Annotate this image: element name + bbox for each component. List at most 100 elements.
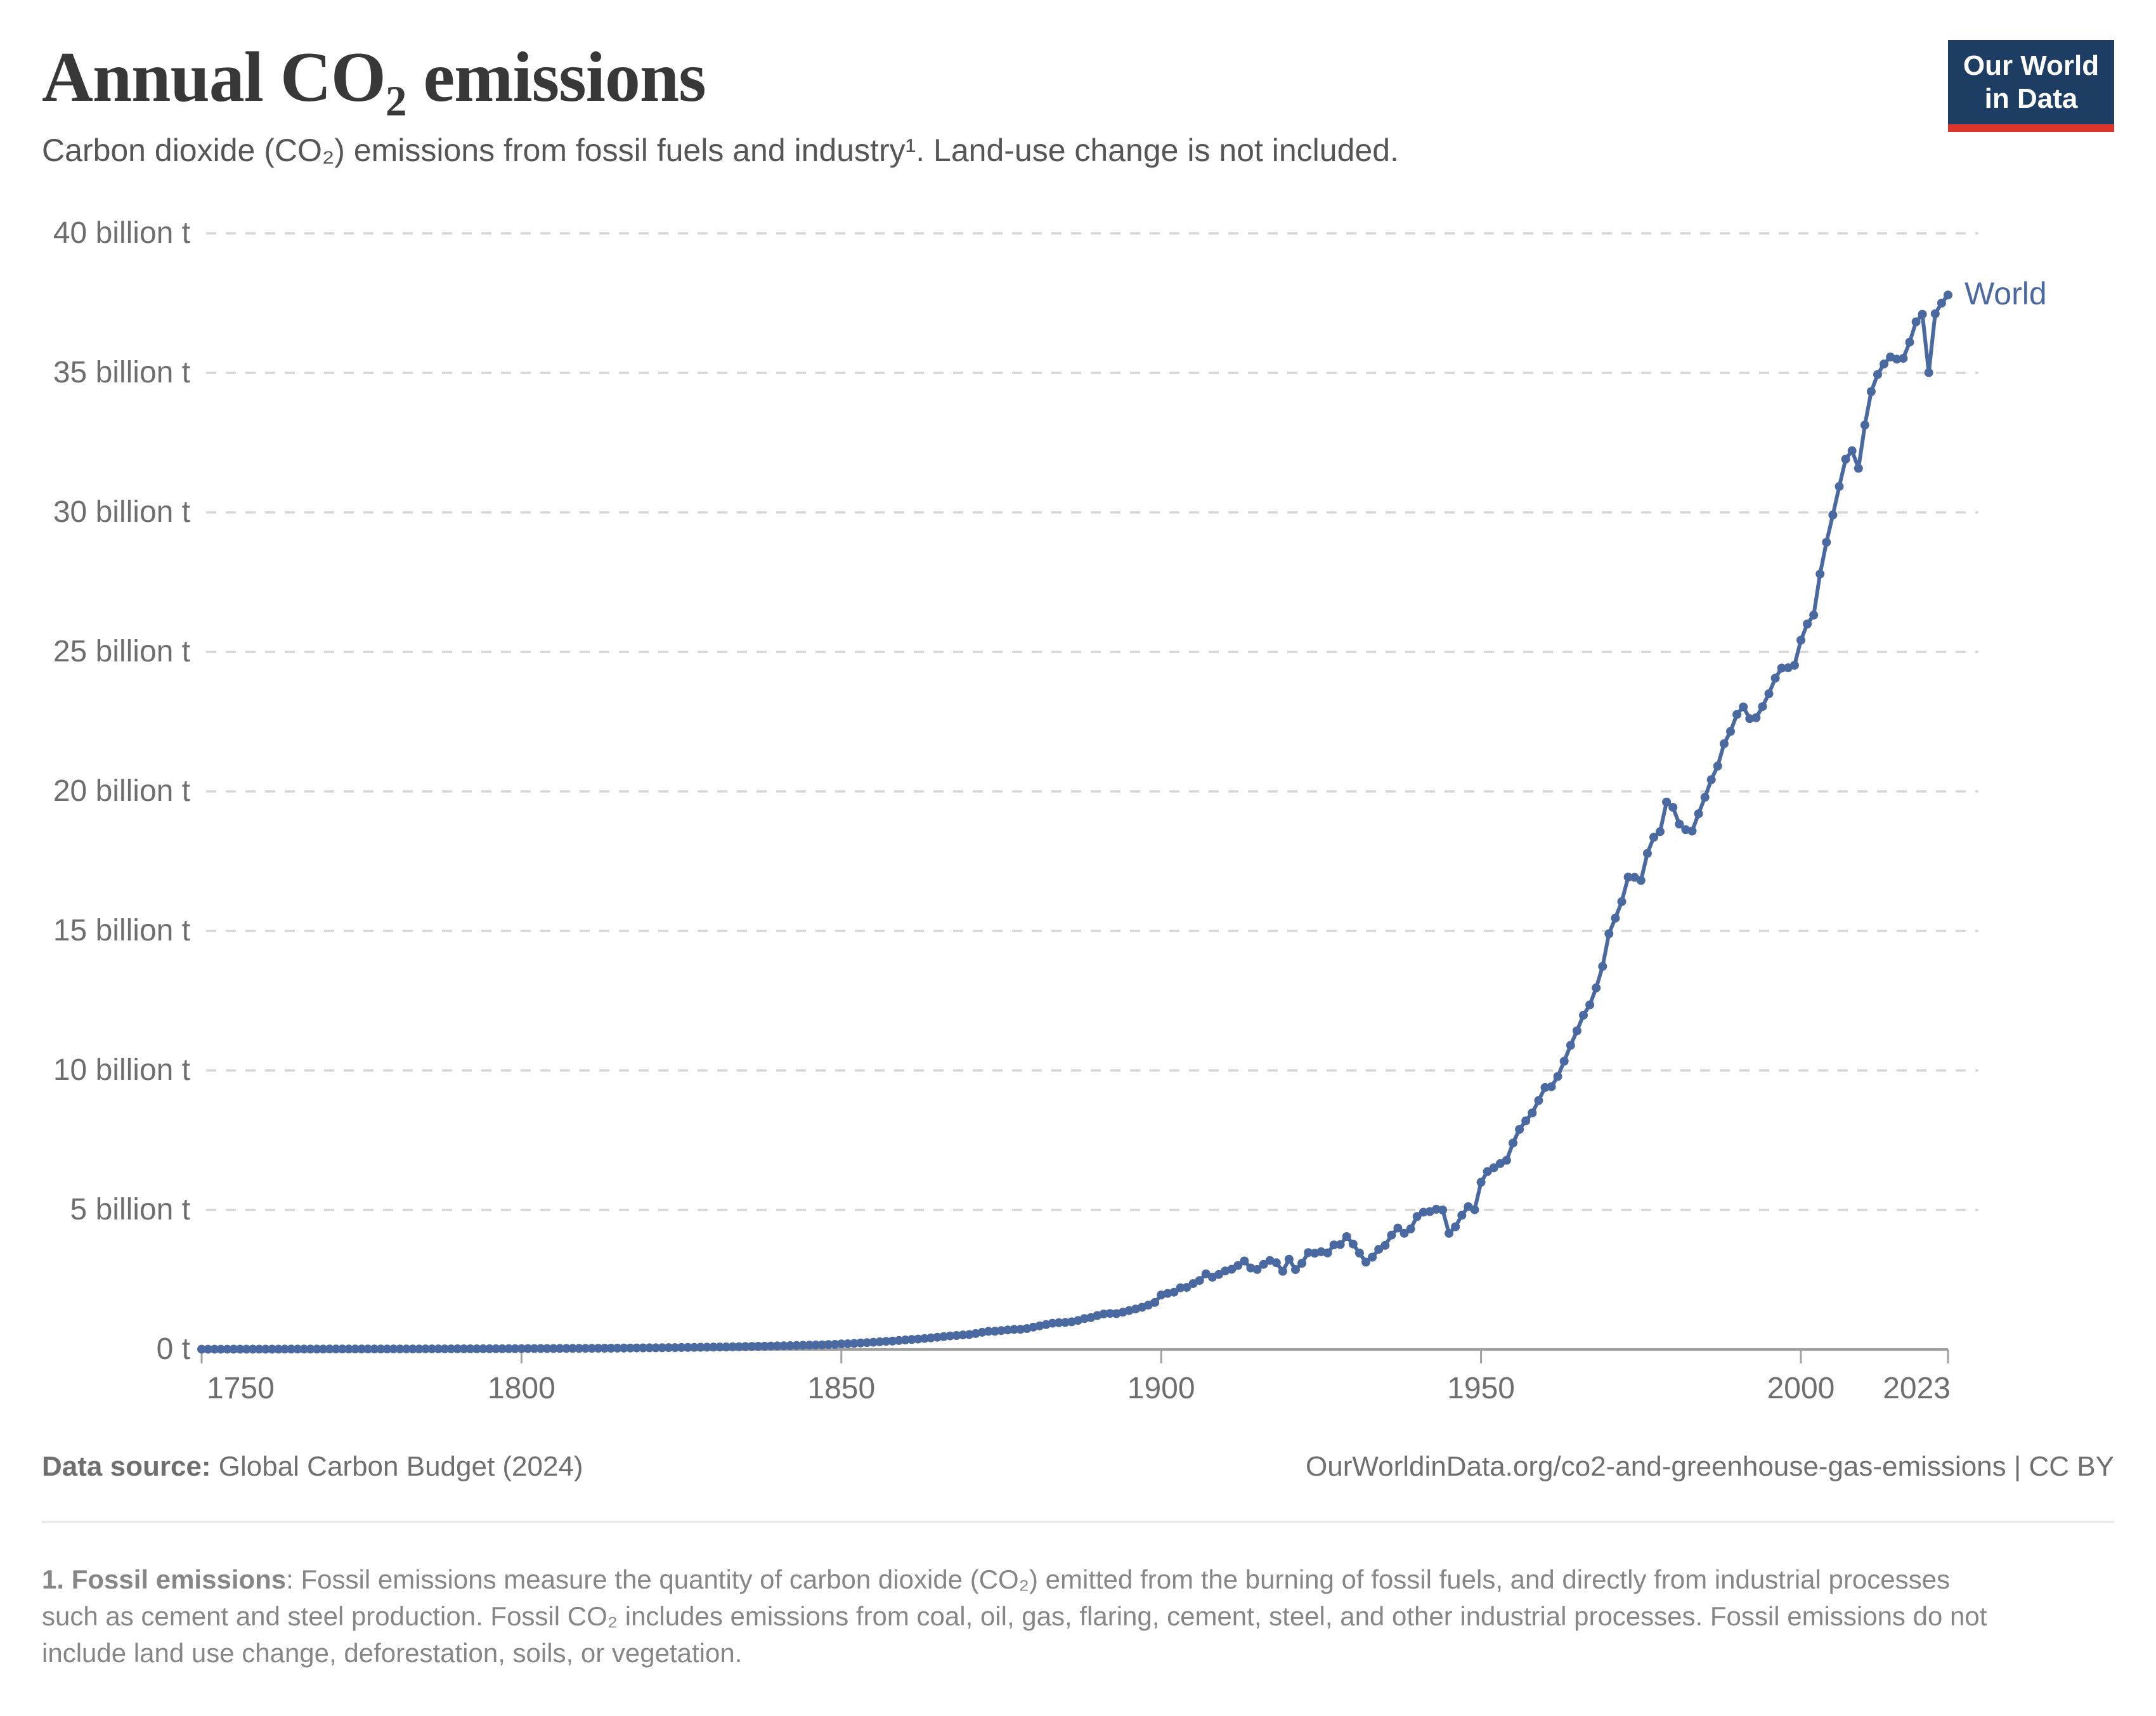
data-point[interactable] — [1770, 673, 1780, 683]
data-point[interactable] — [1393, 1223, 1403, 1233]
data-point[interactable] — [1010, 1325, 1019, 1334]
data-point[interactable] — [357, 1344, 367, 1354]
data-point[interactable] — [1694, 809, 1703, 819]
data-point[interactable] — [529, 1344, 539, 1353]
data-point[interactable] — [1592, 983, 1601, 992]
data-point[interactable] — [600, 1344, 609, 1353]
data-point[interactable] — [280, 1344, 290, 1354]
data-point[interactable] — [830, 1340, 840, 1349]
data-point[interactable] — [287, 1344, 296, 1354]
data-point[interactable] — [216, 1344, 226, 1354]
data-point[interactable] — [1547, 1082, 1556, 1091]
data-point[interactable] — [1789, 661, 1799, 670]
data-point[interactable] — [1598, 961, 1607, 971]
data-point[interactable] — [312, 1344, 321, 1354]
data-point[interactable] — [1828, 510, 1838, 519]
data-point[interactable] — [1764, 689, 1774, 698]
data-point[interactable] — [1278, 1266, 1287, 1276]
data-point[interactable] — [1470, 1205, 1479, 1214]
data-point[interactable] — [990, 1327, 999, 1336]
data-point[interactable] — [1329, 1240, 1339, 1250]
data-point[interactable] — [836, 1339, 846, 1349]
data-point[interactable] — [850, 1339, 859, 1348]
data-point[interactable] — [1304, 1248, 1313, 1258]
data-point[interactable] — [1169, 1287, 1179, 1297]
data-point[interactable] — [881, 1337, 891, 1346]
data-point[interactable] — [1252, 1264, 1262, 1274]
data-point[interactable] — [1368, 1252, 1377, 1262]
data-point[interactable] — [1822, 538, 1831, 547]
data-point[interactable] — [498, 1344, 507, 1353]
data-point[interactable] — [491, 1344, 500, 1353]
data-point[interactable] — [606, 1344, 616, 1353]
data-point[interactable] — [446, 1344, 456, 1354]
data-point[interactable] — [1419, 1207, 1428, 1217]
data-point[interactable] — [875, 1337, 885, 1346]
data-point[interactable] — [677, 1342, 686, 1352]
data-point[interactable] — [210, 1344, 219, 1354]
data-point[interactable] — [1758, 702, 1767, 712]
data-point[interactable] — [382, 1344, 392, 1354]
data-point[interactable] — [504, 1344, 514, 1353]
data-point[interactable] — [1662, 797, 1672, 807]
data-point[interactable] — [274, 1344, 283, 1354]
data-point[interactable] — [363, 1344, 373, 1354]
data-point[interactable] — [1534, 1096, 1543, 1105]
data-point[interactable] — [562, 1344, 571, 1353]
data-point[interactable] — [1195, 1276, 1204, 1285]
data-point[interactable] — [1687, 826, 1697, 836]
data-point[interactable] — [1438, 1206, 1448, 1215]
data-point[interactable] — [229, 1344, 238, 1354]
data-point[interactable] — [811, 1340, 821, 1349]
data-point[interactable] — [1335, 1240, 1345, 1249]
data-point[interactable] — [824, 1340, 833, 1349]
data-point[interactable] — [997, 1326, 1006, 1336]
data-point[interactable] — [370, 1344, 379, 1354]
data-point[interactable] — [542, 1344, 552, 1353]
data-point[interactable] — [478, 1344, 488, 1353]
data-point[interactable] — [1361, 1258, 1370, 1267]
data-point[interactable] — [1521, 1116, 1531, 1126]
data-point[interactable] — [1240, 1256, 1249, 1266]
data-point[interactable] — [786, 1341, 795, 1350]
data-point[interactable] — [1515, 1125, 1524, 1134]
data-point[interactable] — [1642, 848, 1652, 858]
data-point[interactable] — [664, 1343, 673, 1353]
data-point[interactable] — [651, 1343, 661, 1353]
data-point[interactable] — [254, 1344, 264, 1354]
data-point[interactable] — [459, 1344, 469, 1353]
data-point[interactable] — [1099, 1310, 1108, 1319]
data-point[interactable] — [772, 1341, 782, 1351]
data-point[interactable] — [1566, 1041, 1575, 1050]
data-point[interactable] — [1150, 1297, 1160, 1307]
data-point[interactable] — [1918, 309, 1927, 319]
data-point[interactable] — [536, 1344, 545, 1353]
data-point[interactable] — [555, 1344, 564, 1353]
data-point[interactable] — [1291, 1265, 1300, 1275]
data-point[interactable] — [1387, 1230, 1396, 1240]
data-point[interactable] — [1847, 446, 1857, 455]
data-point[interactable] — [792, 1341, 802, 1350]
data-point[interactable] — [242, 1344, 251, 1354]
data-point[interactable] — [1815, 569, 1825, 579]
data-point[interactable] — [817, 1340, 827, 1349]
data-point[interactable] — [1271, 1258, 1281, 1268]
data-point[interactable] — [1713, 762, 1722, 770]
data-point[interactable] — [1937, 299, 1946, 308]
data-point[interactable] — [568, 1344, 578, 1353]
data-point[interactable] — [952, 1331, 961, 1340]
data-point[interactable] — [1611, 913, 1620, 923]
data-point[interactable] — [1623, 873, 1633, 882]
data-point[interactable] — [639, 1343, 648, 1353]
data-point[interactable] — [1924, 368, 1933, 377]
data-point[interactable] — [1451, 1222, 1460, 1232]
data-point[interactable] — [306, 1344, 315, 1354]
data-point[interactable] — [862, 1338, 872, 1348]
data-point[interactable] — [1860, 420, 1869, 430]
data-point[interactable] — [645, 1343, 654, 1353]
data-point[interactable] — [900, 1336, 910, 1344]
data-point[interactable] — [1585, 1000, 1595, 1010]
data-point[interactable] — [523, 1344, 533, 1353]
data-point[interactable] — [1176, 1283, 1185, 1292]
data-point[interactable] — [1374, 1245, 1384, 1254]
